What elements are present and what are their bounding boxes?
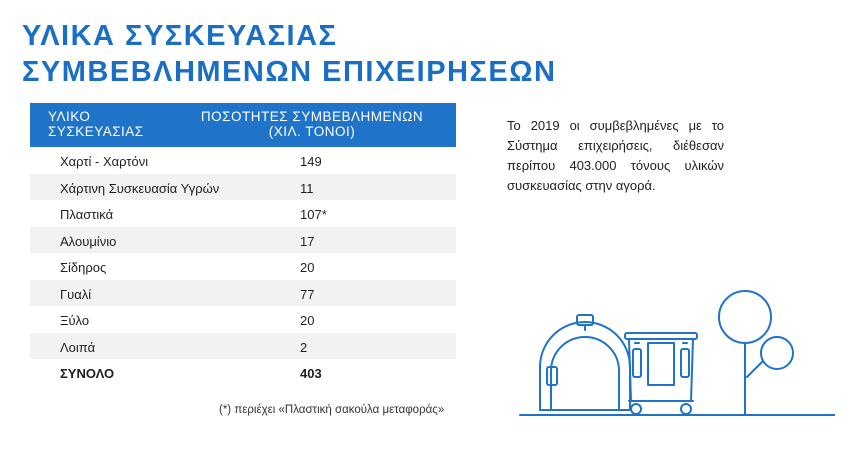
quantity-cell: 11 [300, 180, 314, 196]
header-material-line-1: ΥΛΙΚΟ [48, 109, 91, 124]
total-label: ΣΥΝΟΛΟ [60, 366, 115, 381]
dome-bin-icon [539, 314, 631, 411]
tree-icon [718, 290, 794, 416]
quantity-cell: 20 [300, 260, 315, 275]
table-row: Αλουμίνιο 17 [30, 226, 456, 253]
header-quantity-line-1: ΠΟΣΟΤΗΤΕΣ ΣΥΜΒΕΒΛΗΜΕΝΩΝ [200, 109, 424, 124]
material-cell: Ξύλο [60, 313, 90, 328]
table-total-row: ΣΥΝΟΛΟ 403 [30, 359, 456, 386]
table-row: Χαρτί - Χαρτόνι 149 [30, 147, 456, 174]
table-body: Χαρτί - Χαρτόνι 149 Χάρτινη Συσκευασία Υγ… [30, 147, 456, 386]
title-line-2: ΣΥΜΒΕΒΛΗΜΕΝΩΝ ΕΠΙΧΕΙΡΗΣΕΩΝ [22, 56, 557, 88]
table-row: Γυαλί 77 [30, 279, 456, 306]
recycling-bins-illustration [519, 290, 835, 416]
quantity-cell: 2 [300, 339, 308, 355]
packaging-table: ΥΛΙΚΟ ΣΥΣΚΕΥΑΣΙΑΣ ΠΟΣΟΤΗΤΕΣ ΣΥΜΒΕΒΛΗΜΕΝΩ… [30, 103, 456, 386]
quantity-cell: 20 [300, 313, 315, 328]
title-line-1: ΥΛΙΚΑ ΣΥΣΚΕΥΑΣΙΑΣ [22, 20, 338, 52]
table-row: Χάρτινη Συσκευασία Υγρών 11 [30, 173, 456, 200]
total-value: 403 [300, 366, 322, 381]
material-cell: Αλουμίνιο [60, 233, 117, 249]
table-row: Λοιπά 2 [30, 332, 456, 359]
header-material: ΥΛΙΚΟ ΣΥΣΚΕΥΑΣΙΑΣ [48, 109, 144, 139]
header-quantity-line-2: (ΧΙΛ. ΤΟΝΟΙ) [268, 124, 356, 139]
table-header: ΥΛΙΚΟ ΣΥΣΚΕΥΑΣΙΑΣ ΠΟΣΟΤΗΤΕΣ ΣΥΜΒΕΒΛΗΜΕΝΩ… [30, 103, 456, 147]
material-cell: Σίδηρος [60, 260, 107, 275]
material-cell: Λοιπά [60, 339, 96, 355]
quantity-cell: 17 [300, 233, 315, 249]
table-row: Ξύλο 20 [30, 306, 456, 333]
quantity-cell: 149 [300, 154, 322, 169]
footnote: (*) περιέχει «Πλαστική σακούλα μεταφοράς… [219, 404, 445, 416]
material-cell: Πλαστικά [60, 207, 114, 222]
header-quantity: ΠΟΣΟΤΗΤΕΣ ΣΥΜΒΕΒΛΗΜΕΝΩΝ (ΧΙΛ. ΤΟΝΟΙ) [178, 109, 446, 139]
page-title: ΥΛΙΚΑ ΣΥΣΚΕΥΑΣΙΑΣ ΣΥΜΒΕΒΛΗΜΕΝΩΝ ΕΠΙΧΕΙΡΗ… [22, 18, 556, 90]
quantity-cell: 77 [300, 286, 315, 302]
quantity-cell: 107* [300, 207, 327, 222]
table-row: Πλαστικά 107* [30, 200, 456, 227]
description-text: Το 2019 οι συμβεβλημένες με το Σύστημα ε… [507, 118, 724, 193]
material-cell: Χαρτί - Χαρτόνι [60, 154, 149, 169]
wheeled-container-icon [624, 332, 698, 415]
header-material-line-2: ΣΥΣΚΕΥΑΣΙΑΣ [48, 124, 144, 139]
material-cell: Χάρτινη Συσκευασία Υγρών [60, 180, 220, 196]
table-row: Σίδηρος 20 [30, 253, 456, 280]
material-cell: Γυαλί [60, 286, 92, 302]
